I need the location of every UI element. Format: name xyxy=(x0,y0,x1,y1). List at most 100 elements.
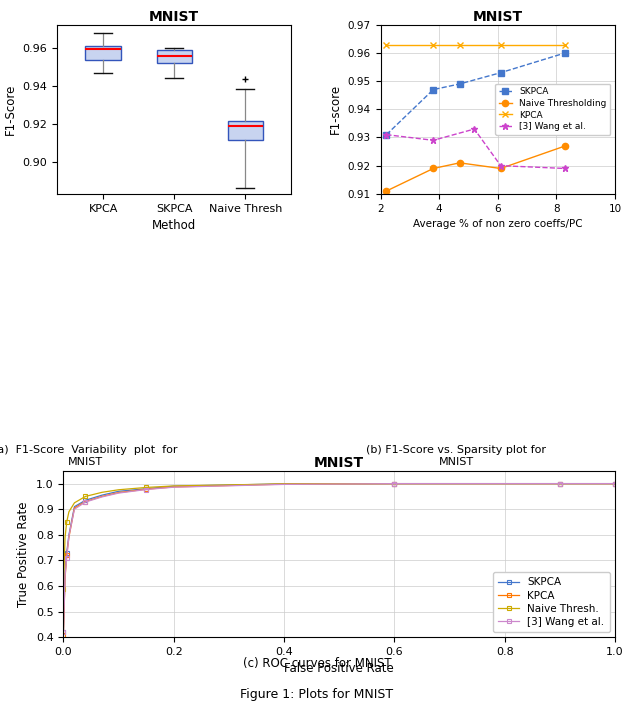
Naive Thresh. xyxy=(82,492,89,501)
KPCA xyxy=(561,40,569,49)
Naive Thresh. xyxy=(98,488,106,496)
Title: MNIST: MNIST xyxy=(473,10,523,23)
SKPCA xyxy=(98,491,106,499)
SKPCA xyxy=(115,487,122,496)
KPCA xyxy=(556,479,564,488)
SKPCA xyxy=(65,530,73,539)
[3] Wang et al. xyxy=(170,483,178,491)
SKPCA xyxy=(561,49,569,57)
KPCA xyxy=(429,40,437,49)
SKPCA xyxy=(280,479,288,488)
Naive Thresh. xyxy=(391,479,398,488)
Naive Thresh. xyxy=(61,533,69,542)
KPCA xyxy=(63,551,70,559)
SKPCA xyxy=(611,479,619,488)
[3] Wang et al. xyxy=(556,479,564,488)
PathPatch shape xyxy=(157,50,192,63)
SKPCA xyxy=(63,549,70,557)
KPCA xyxy=(98,492,106,501)
[3] Wang et al. xyxy=(611,479,619,488)
[3] Wang et al. xyxy=(142,485,150,493)
KPCA xyxy=(280,480,288,489)
[3] Wang et al. xyxy=(60,628,67,636)
[3] Wang et al. xyxy=(429,136,437,144)
SKPCA xyxy=(501,479,508,488)
Naive Thresh. xyxy=(60,584,67,593)
Y-axis label: True Positive Rate: True Positive Rate xyxy=(17,501,30,607)
[3] Wang et al. xyxy=(501,479,508,488)
Text: (c) ROC curves for MNIST: (c) ROC curves for MNIST xyxy=(243,657,391,670)
[3] Wang et al. xyxy=(82,498,89,506)
Title: MNIST: MNIST xyxy=(314,456,365,469)
Line: Naive Thresh.: Naive Thresh. xyxy=(61,481,618,591)
Legend: SKPCA, KPCA, Naive Thresh., [3] Wang et al.: SKPCA, KPCA, Naive Thresh., [3] Wang et … xyxy=(493,572,610,632)
Naive Thresh. xyxy=(63,518,70,526)
Text: MNIST: MNIST xyxy=(68,457,103,467)
SKPCA xyxy=(456,80,463,88)
[3] Wang et al. xyxy=(61,571,69,580)
KPCA xyxy=(142,485,150,493)
Line: [3] Wang et al.: [3] Wang et al. xyxy=(61,481,618,634)
Naive Thresh. xyxy=(65,508,73,516)
Line: [3] Wang et al.: [3] Wang et al. xyxy=(384,126,568,171)
Naive Thresh. xyxy=(170,481,178,490)
[3] Wang et al. xyxy=(98,493,106,501)
Naive Thresholding xyxy=(429,164,437,173)
Title: MNIST: MNIST xyxy=(149,10,199,23)
SKPCA xyxy=(142,484,150,493)
X-axis label: False Positive Rate: False Positive Rate xyxy=(284,663,394,675)
X-axis label: Method: Method xyxy=(152,219,197,232)
KPCA xyxy=(65,533,73,542)
Naive Thresh. xyxy=(115,486,122,494)
Naive Thresh. xyxy=(280,479,288,488)
Line: SKPCA: SKPCA xyxy=(61,481,618,634)
Naive Thresh. xyxy=(70,498,78,507)
KPCA xyxy=(611,479,619,488)
SKPCA xyxy=(497,69,505,77)
PathPatch shape xyxy=(86,46,121,60)
Line: KPCA: KPCA xyxy=(61,481,618,637)
Line: KPCA: KPCA xyxy=(384,41,568,47)
SKPCA xyxy=(391,479,398,488)
KPCA xyxy=(497,40,505,49)
KPCA xyxy=(115,489,122,497)
Naive Thresh. xyxy=(501,479,508,488)
KPCA xyxy=(82,497,89,506)
[3] Wang et al. xyxy=(115,489,122,497)
X-axis label: Average % of non zero coeffs/PC: Average % of non zero coeffs/PC xyxy=(413,219,583,229)
Text: (b) F1-Score vs. Sparsity plot for: (b) F1-Score vs. Sparsity plot for xyxy=(366,445,547,455)
SKPCA xyxy=(82,496,89,505)
[3] Wang et al. xyxy=(70,505,78,513)
PathPatch shape xyxy=(228,120,263,139)
KPCA xyxy=(501,479,508,488)
[3] Wang et al. xyxy=(470,125,478,133)
KPCA xyxy=(61,574,69,583)
Naive Thresh. xyxy=(556,479,564,488)
SKPCA xyxy=(429,86,437,94)
Y-axis label: F1-Score: F1-Score xyxy=(4,84,17,135)
KPCA xyxy=(170,483,178,491)
Text: Figure 1: Plots for MNIST: Figure 1: Plots for MNIST xyxy=(240,688,394,701)
Legend: SKPCA, Naive Thresholding, KPCA, [3] Wang et al.: SKPCA, Naive Thresholding, KPCA, [3] Wan… xyxy=(495,84,611,135)
Naive Thresholding xyxy=(456,159,463,167)
Y-axis label: F1-score: F1-score xyxy=(329,84,342,135)
Text: (a)  F1-Score  Variability  plot  for: (a) F1-Score Variability plot for xyxy=(0,445,178,455)
Line: Naive Thresholding: Naive Thresholding xyxy=(384,143,568,194)
Naive Thresholding xyxy=(382,187,390,195)
Naive Thresholding xyxy=(497,164,505,173)
KPCA xyxy=(60,630,67,639)
SKPCA xyxy=(170,482,178,491)
KPCA xyxy=(456,40,463,49)
Naive Thresh. xyxy=(142,484,150,492)
Text: MNIST: MNIST xyxy=(439,457,474,467)
Naive Thresholding xyxy=(561,142,569,150)
[3] Wang et al. xyxy=(65,532,73,540)
KPCA xyxy=(391,479,398,488)
Line: SKPCA: SKPCA xyxy=(384,50,568,138)
[3] Wang et al. xyxy=(561,164,569,173)
[3] Wang et al. xyxy=(280,480,288,489)
[3] Wang et al. xyxy=(63,554,70,562)
[3] Wang et al. xyxy=(497,161,505,170)
SKPCA xyxy=(382,130,390,139)
[3] Wang et al. xyxy=(382,130,390,139)
